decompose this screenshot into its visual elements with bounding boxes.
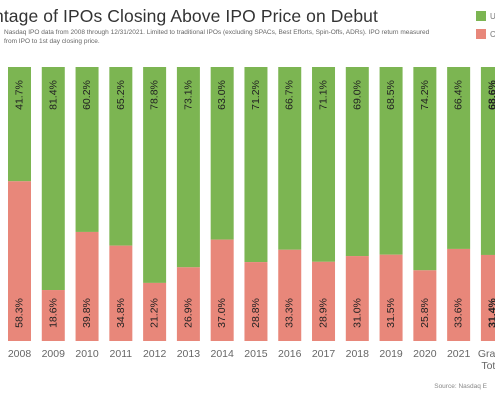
data-label-closed-12: 25.8%	[419, 298, 431, 328]
x-tick-label-4: 2012	[143, 348, 167, 360]
x-tick-label-12: 2020	[413, 348, 437, 360]
bar-up-14	[480, 67, 495, 255]
data-label-closed-0: 58.3%	[14, 298, 26, 328]
x-tick-label-14-0: Grand	[478, 348, 495, 360]
data-label-up-7: 71.2%	[250, 80, 262, 110]
data-label-closed-3: 34.8%	[115, 298, 127, 328]
bar-up-0	[8, 67, 31, 182]
bar-up-5	[176, 67, 200, 268]
x-tick-label-14-1: Total	[481, 360, 495, 372]
bar-up-10	[345, 67, 369, 257]
data-label-closed-2: 39.8%	[81, 298, 93, 328]
chart-title: ntage of IPOs Closing Above IPO Price on…	[0, 6, 378, 26]
bar-closed-5	[176, 267, 200, 341]
x-tick-label-9: 2017	[312, 348, 336, 360]
data-label-up-13: 66.4%	[453, 80, 465, 110]
bar-up-12	[413, 67, 437, 271]
x-tick-label-2: 2010	[75, 348, 99, 360]
source-note: Source: Nasdaq E	[434, 383, 487, 390]
bar-closed-9	[312, 261, 336, 341]
legend-item-up[interactable]: U	[476, 10, 495, 22]
legend-swatch-up	[476, 11, 486, 21]
bar-up-11	[379, 67, 403, 255]
bar-up-7	[244, 67, 268, 263]
bar-up-2	[75, 67, 99, 232]
bar-up-13	[447, 67, 471, 249]
data-label-up-1: 81.4%	[47, 80, 59, 110]
data-label-up-8: 66.7%	[284, 80, 296, 110]
bar-closed-14	[480, 254, 495, 341]
bar-closed-11	[379, 254, 403, 341]
bar-up-8	[278, 67, 302, 250]
bar-closed-2	[75, 231, 99, 341]
x-tick-label-1: 2009	[42, 348, 66, 360]
data-label-closed-6: 37.0%	[216, 298, 228, 328]
data-label-closed-4: 21.2%	[149, 298, 161, 328]
data-label-up-5: 73.1%	[182, 80, 194, 110]
data-label-up-4: 78.8%	[149, 80, 161, 110]
x-tick-label-11: 2019	[379, 348, 403, 360]
data-label-closed-10: 31.0%	[351, 298, 363, 328]
legend-swatch-closed	[476, 29, 486, 39]
bar-closed-7	[244, 262, 268, 341]
data-label-up-11: 68.5%	[385, 80, 397, 110]
bar-closed-12	[413, 270, 437, 341]
bar-closed-1	[41, 290, 65, 341]
legend: U C	[476, 10, 495, 46]
x-tick-label-10: 2018	[346, 348, 370, 360]
legend-label-up: U	[490, 11, 495, 21]
bar-up-1	[41, 67, 65, 291]
data-label-up-12: 74.2%	[419, 80, 431, 110]
x-tick-label-7: 2015	[244, 348, 268, 360]
data-label-up-10: 69.0%	[351, 80, 363, 110]
bar-up-4	[143, 67, 167, 283]
data-label-closed-7: 28.8%	[250, 298, 262, 328]
bar-closed-8	[278, 249, 302, 341]
bar-up-6	[210, 67, 234, 240]
legend-label-closed: C	[490, 29, 495, 39]
bar-closed-4	[143, 282, 167, 341]
bar-closed-13	[447, 248, 471, 341]
data-label-closed-8: 33.3%	[284, 298, 296, 328]
data-label-up-2: 60.2%	[81, 80, 93, 110]
data-label-closed-5: 26.9%	[182, 298, 194, 328]
data-label-up-14: 68.6%	[486, 79, 495, 109]
data-label-up-6: 63.0%	[216, 80, 228, 110]
data-label-closed-1: 18.6%	[47, 298, 59, 328]
chart-subtitle: Nasdaq IPO data from 2008 through 12/31/…	[4, 29, 430, 45]
x-tick-label-13: 2021	[447, 348, 471, 360]
data-label-up-0: 41.7%	[14, 80, 26, 110]
data-label-closed-11: 31.5%	[385, 298, 397, 328]
x-tick-label-3: 2011	[110, 348, 133, 360]
bar-closed-0	[8, 181, 31, 341]
legend-item-closed[interactable]: C	[476, 28, 495, 40]
x-tick-label-6: 2014	[211, 348, 235, 360]
data-label-closed-9: 28.9%	[318, 298, 330, 328]
data-label-closed-13: 33.6%	[453, 298, 465, 328]
bar-closed-3	[109, 245, 133, 341]
bar-closed-6	[210, 239, 234, 341]
bar-up-9	[312, 67, 336, 262]
x-tick-label-5: 2013	[177, 348, 201, 360]
bar-closed-10	[345, 256, 369, 341]
data-label-up-3: 65.2%	[115, 80, 127, 110]
x-tick-label-8: 2016	[278, 348, 302, 360]
bar-up-3	[109, 67, 133, 246]
data-label-up-9: 71.1%	[318, 80, 330, 110]
data-label-closed-14: 31.4%	[486, 297, 495, 327]
x-tick-label-0: 2008	[8, 348, 32, 360]
